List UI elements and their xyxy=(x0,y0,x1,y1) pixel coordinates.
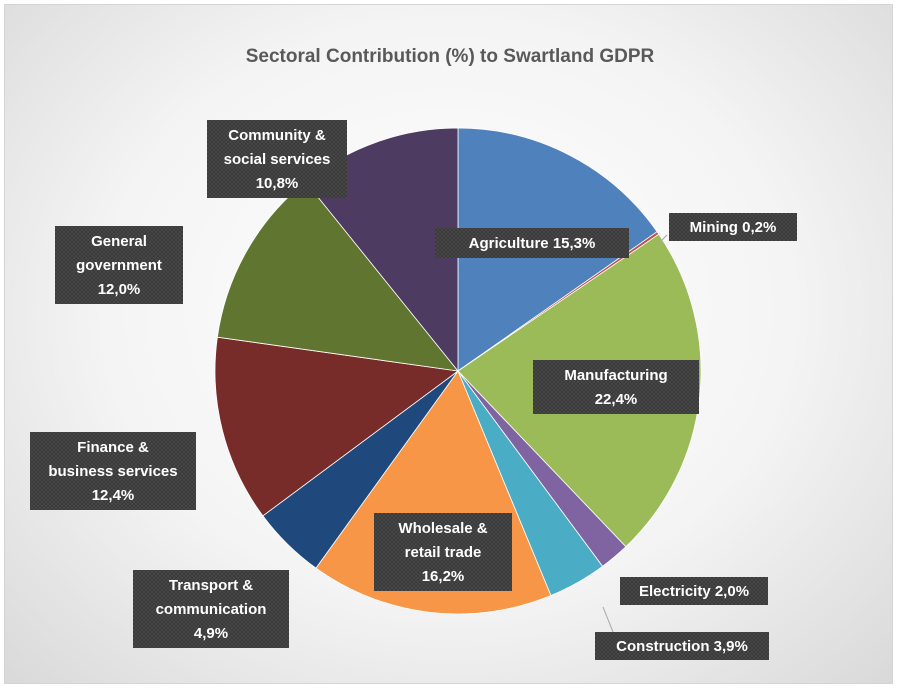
data-label-box-8 xyxy=(55,226,183,304)
data-label-text: 12,4% xyxy=(92,487,135,504)
data-label-box-4 xyxy=(595,632,769,660)
data-label-3: Electricity 2,0% xyxy=(620,577,768,605)
data-label-box-7 xyxy=(30,432,196,510)
data-label-box-9 xyxy=(207,120,347,198)
data-label-5: Wholesale & retail trade 16,2% xyxy=(374,513,512,591)
data-label-0: Agriculture 15,3% xyxy=(435,228,629,258)
data-label-box-3 xyxy=(620,577,768,605)
data-label-text: 22,4% xyxy=(595,391,638,408)
data-label-1: Mining 0,2% xyxy=(669,213,797,241)
data-label-text: Manufacturing xyxy=(564,367,667,384)
pie-chart: Sectoral Contribution (%) to Swartland G… xyxy=(30,46,797,660)
data-label-text: 12,0% xyxy=(98,281,141,298)
data-label-text: 10,8% xyxy=(256,175,299,192)
chart-frame: Sectoral Contribution (%) to Swartland G… xyxy=(4,4,893,684)
data-label-text: government xyxy=(76,257,162,274)
data-label-4: Construction 3,9% xyxy=(595,632,769,660)
data-label-box-6 xyxy=(133,570,289,648)
data-label-text: Finance & xyxy=(77,439,149,456)
data-label-text: communication xyxy=(156,601,267,618)
data-label-box-1 xyxy=(669,213,797,241)
data-label-text: Electricity 2,0% xyxy=(639,583,749,600)
data-label-6: Transport & communication 4,9% xyxy=(133,570,289,648)
data-label-text: Transport & xyxy=(169,577,253,594)
data-label-text: General xyxy=(91,233,147,250)
data-label-text: Construction 3,9% xyxy=(616,638,748,655)
data-label-box-5 xyxy=(374,513,512,591)
data-label-text: retail trade xyxy=(405,544,482,561)
data-labels: Agriculture 15,3% Mining 0,2% Manufacturin… xyxy=(30,120,797,660)
data-label-box-0 xyxy=(435,228,629,258)
data-label-text: 4,9% xyxy=(194,625,228,642)
data-label-text: social services xyxy=(224,151,331,168)
data-label-text: Mining 0,2% xyxy=(690,219,777,236)
data-label-box-2 xyxy=(533,360,699,414)
data-label-text: business services xyxy=(48,463,177,480)
data-label-8: General government 12,0% xyxy=(55,226,183,304)
data-label-7: Finance & business services 12,4% xyxy=(30,432,196,510)
data-label-text: Community & xyxy=(228,127,326,144)
pie-slice-7 xyxy=(214,336,460,517)
leader-line-1 xyxy=(655,234,668,247)
data-label-9: Community & social services 10,8% xyxy=(207,120,347,198)
chart-title: Sectoral Contribution (%) to Swartland G… xyxy=(246,46,655,67)
data-label-2: Manufacturing 22,4% xyxy=(533,360,699,414)
data-label-text: Wholesale & xyxy=(398,520,487,537)
data-label-text: 16,2% xyxy=(422,568,465,585)
data-label-text: Agriculture 15,3% xyxy=(469,235,596,252)
